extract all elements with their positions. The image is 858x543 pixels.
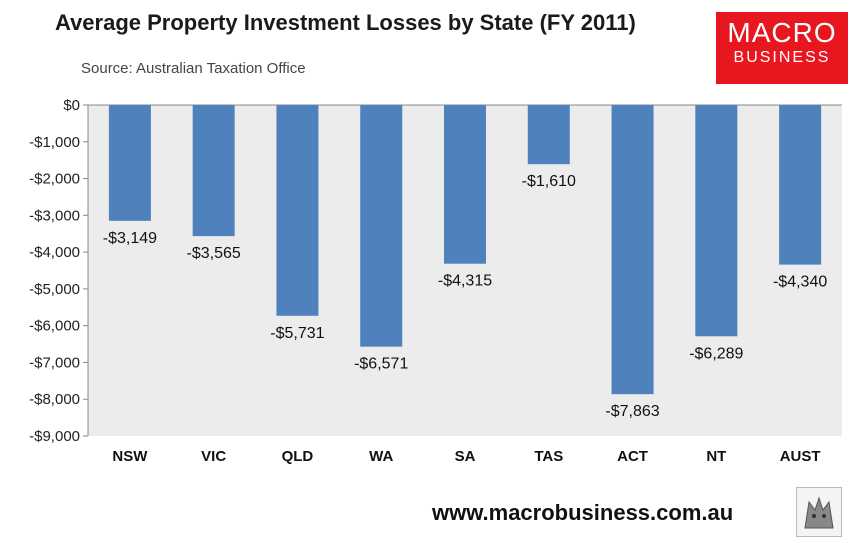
data-label: -$7,863 [605,403,659,420]
bar [192,105,235,237]
chart-source: Source: Australian Taxation Office [81,60,306,77]
bar-chart: $0 -$1,000 -$2,000 -$3,000 -$4,000 -$5,000 -$6… [29,97,842,465]
y-tick-label: -$8,000 [29,391,80,408]
chart-title: Average Property Investment Losses by St… [55,10,636,35]
bar [779,105,822,265]
x-tick-label: WA [369,448,393,465]
x-tick-label: NT [706,448,726,465]
data-label: -$3,565 [187,245,241,262]
logo-line2: BUSINESS [733,49,831,66]
bar [611,105,654,395]
x-tick-label: AUST [780,448,821,465]
x-tick-label: ACT [617,448,648,465]
y-tick-label: -$3,000 [29,207,80,224]
x-tick-label: QLD [282,448,314,465]
x-tick-label: SA [455,448,476,465]
bar [695,105,738,337]
y-tick-label: -$2,000 [29,171,80,188]
y-tick-label: -$5,000 [29,281,80,298]
x-tick-label: VIC [201,448,226,465]
macrobusiness-logo: MACRO BUSINESS [716,12,848,84]
y-tick-label: -$7,000 [29,354,80,371]
y-tick-label: -$1,000 [29,134,80,151]
y-tick-label: -$4,000 [29,244,80,261]
data-label: -$6,289 [689,345,743,362]
data-label: -$5,731 [270,325,324,342]
bar [360,105,403,347]
data-label: -$6,571 [354,356,408,373]
data-label: -$3,149 [103,230,157,247]
bar [444,105,486,264]
data-label: -$4,340 [773,274,827,291]
bar [527,105,570,165]
x-tick-label: TAS [534,448,563,465]
data-label: -$4,315 [438,273,492,290]
logo-line1: MACRO [727,17,837,48]
data-label: -$1,610 [522,173,576,190]
bar [108,105,151,221]
website-url[interactable]: www.macrobusiness.com.au [432,500,734,525]
x-tick-label: NSW [112,448,148,465]
bar [276,105,319,316]
y-tick-label: $0 [63,97,80,114]
y-tick-label: -$9,000 [29,428,80,445]
y-tick-label: -$6,000 [29,318,80,335]
wolf-logo-icon [796,487,842,537]
